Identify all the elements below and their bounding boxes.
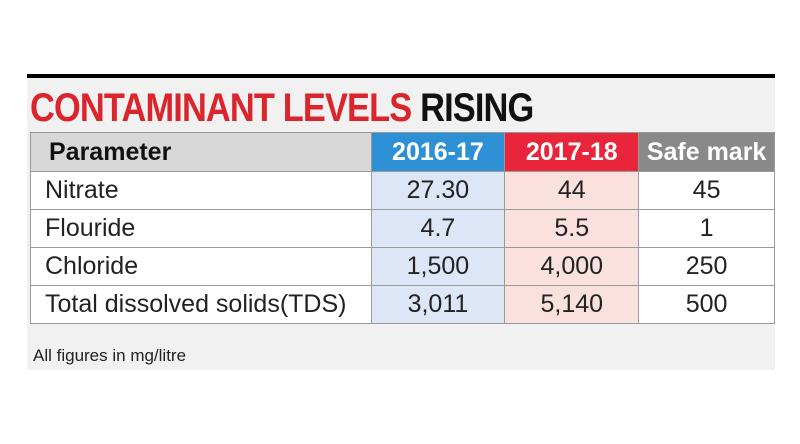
- infographic-card: CONTAMINANT LEVELS RISING Parameter 2016…: [27, 74, 775, 370]
- header-parameter: Parameter: [30, 132, 372, 172]
- units-footnote: All figures in mg/litre: [33, 346, 187, 365]
- cell-safe-mark: 500: [638, 285, 775, 324]
- cell-2017-18: 5.5: [504, 209, 640, 248]
- cell-2016-17: 27.30: [370, 171, 506, 210]
- table-row: Flouride 4.7 5.5 1: [30, 209, 775, 248]
- cell-2017-18: 44: [504, 171, 640, 210]
- cell-2016-17: 4.7: [370, 209, 506, 248]
- cell-2017-18: 5,140: [504, 285, 640, 324]
- cell-safe-mark: 1: [638, 209, 775, 248]
- header-safe-mark: Safe mark: [638, 132, 775, 172]
- cell-2016-17: 3,011: [370, 285, 506, 324]
- row-label: Nitrate: [30, 171, 372, 210]
- row-label: Total dissolved solids(TDS): [30, 285, 372, 324]
- row-label: Chloride: [30, 247, 372, 286]
- title-highlight: CONTAMINANT LEVELS: [30, 86, 412, 130]
- table-row: Nitrate 27.30 44 45: [30, 171, 775, 210]
- header-2017-18: 2017-18: [504, 132, 640, 172]
- chart-title: CONTAMINANT LEVELS RISING: [30, 86, 534, 131]
- title-rest: RISING: [420, 86, 534, 130]
- cell-2016-17: 1,500: [370, 247, 506, 286]
- contaminant-table: Parameter 2016-17 2017-18 Safe mark Nitr…: [30, 132, 775, 324]
- table-row: Total dissolved solids(TDS) 3,011 5,140 …: [30, 285, 775, 324]
- header-row: Parameter 2016-17 2017-18 Safe mark: [30, 132, 775, 172]
- cell-safe-mark: 250: [638, 247, 775, 286]
- header-2016-17: 2016-17: [370, 132, 506, 172]
- cell-safe-mark: 45: [638, 171, 775, 210]
- table-row: Chloride 1,500 4,000 250: [30, 247, 775, 286]
- row-label: Flouride: [30, 209, 372, 248]
- cell-2017-18: 4,000: [504, 247, 640, 286]
